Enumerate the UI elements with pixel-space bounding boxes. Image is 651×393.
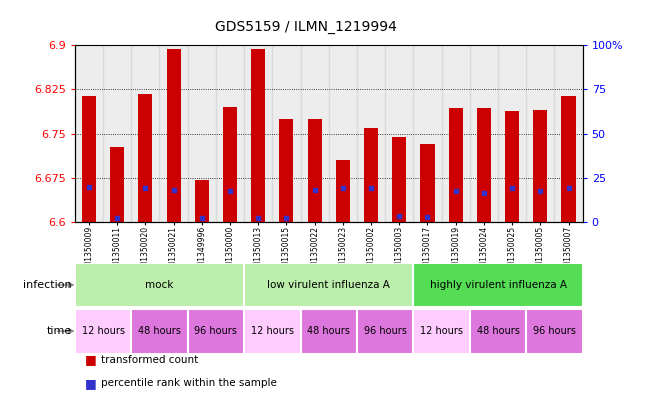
Bar xyxy=(526,309,583,354)
Text: percentile rank within the sample: percentile rank within the sample xyxy=(101,378,277,388)
Text: ■: ■ xyxy=(85,376,96,390)
Bar xyxy=(244,45,272,222)
Text: mock: mock xyxy=(145,280,174,290)
Text: low virulent influenza A: low virulent influenza A xyxy=(268,280,390,290)
Bar xyxy=(470,309,526,354)
Bar xyxy=(498,45,526,222)
Bar xyxy=(526,45,555,222)
Bar xyxy=(103,45,132,222)
Bar xyxy=(159,45,187,222)
Text: 12 hours: 12 hours xyxy=(81,326,124,336)
Bar xyxy=(307,119,322,222)
Bar xyxy=(195,180,209,222)
Bar xyxy=(301,309,357,354)
Text: 96 hours: 96 hours xyxy=(195,326,238,336)
Text: 48 hours: 48 hours xyxy=(477,326,519,336)
Text: 12 hours: 12 hours xyxy=(251,326,294,336)
Bar xyxy=(223,107,237,222)
Bar xyxy=(357,309,413,354)
Bar xyxy=(251,49,266,222)
Bar xyxy=(167,49,181,222)
Bar xyxy=(132,45,159,222)
Bar xyxy=(244,263,413,307)
Bar xyxy=(301,45,329,222)
Bar xyxy=(470,45,498,222)
Bar xyxy=(244,309,301,354)
Text: infection: infection xyxy=(23,280,72,290)
Bar xyxy=(279,119,294,222)
Bar xyxy=(364,128,378,222)
Bar xyxy=(441,45,470,222)
Bar xyxy=(413,45,441,222)
Bar xyxy=(329,45,357,222)
Text: highly virulent influenza A: highly virulent influenza A xyxy=(430,280,566,290)
Bar xyxy=(357,45,385,222)
Bar xyxy=(392,136,406,222)
Bar xyxy=(110,147,124,222)
Bar xyxy=(75,309,132,354)
Text: 96 hours: 96 hours xyxy=(533,326,576,336)
Bar xyxy=(75,45,103,222)
Bar xyxy=(449,108,463,222)
Bar xyxy=(82,96,96,222)
Text: time: time xyxy=(46,326,72,336)
Bar xyxy=(555,45,583,222)
Text: 12 hours: 12 hours xyxy=(420,326,463,336)
Bar xyxy=(421,143,435,222)
Bar xyxy=(561,96,575,222)
Text: ■: ■ xyxy=(85,353,96,366)
Bar xyxy=(533,110,547,222)
Bar xyxy=(75,263,244,307)
Text: GDS5159 / ILMN_1219994: GDS5159 / ILMN_1219994 xyxy=(215,20,397,34)
Bar xyxy=(216,45,244,222)
Bar xyxy=(477,108,491,222)
Text: 96 hours: 96 hours xyxy=(364,326,407,336)
Text: transformed count: transformed count xyxy=(101,354,198,365)
Bar xyxy=(187,45,216,222)
Text: 48 hours: 48 hours xyxy=(307,326,350,336)
Text: 48 hours: 48 hours xyxy=(138,326,181,336)
Bar xyxy=(336,160,350,222)
Bar xyxy=(413,263,583,307)
Bar xyxy=(385,45,413,222)
Bar xyxy=(187,309,244,354)
Bar xyxy=(132,309,187,354)
Bar xyxy=(272,45,301,222)
Bar xyxy=(505,111,519,222)
Bar xyxy=(413,309,470,354)
Bar xyxy=(139,94,152,222)
